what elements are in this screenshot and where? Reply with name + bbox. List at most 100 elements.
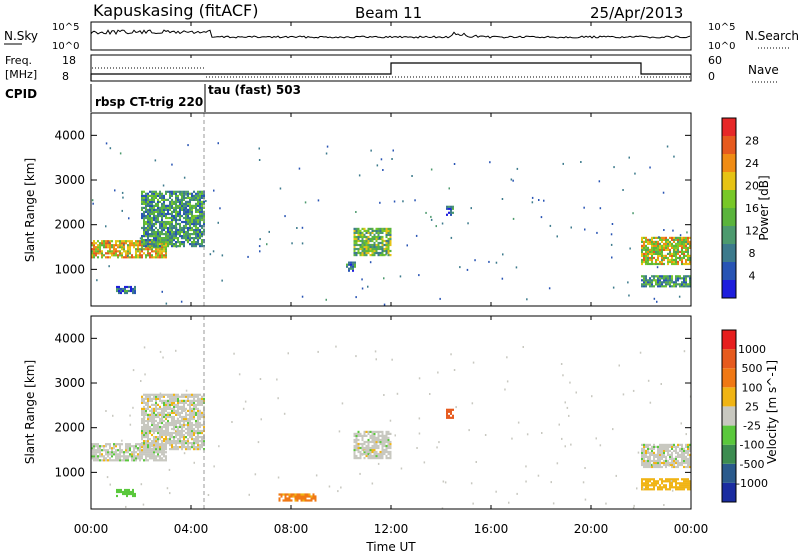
- echo-cell: [179, 436, 181, 439]
- echo-cell: [191, 206, 193, 209]
- echo-cell: [153, 206, 155, 209]
- echo-cell: [109, 453, 111, 456]
- echo-cell: [197, 214, 199, 218]
- echo-cell: [667, 275, 669, 278]
- echo-cell: [159, 459, 161, 462]
- echo-cell: [566, 406, 569, 409]
- echo-cell: [177, 200, 179, 203]
- echo-cell: [117, 254, 119, 257]
- echo-cell: [165, 425, 167, 429]
- echo-cell: [373, 247, 376, 251]
- echo-cell: [173, 210, 175, 213]
- echo-cell: [375, 436, 378, 439]
- echo-cell: [91, 445, 93, 448]
- echo-cell: [377, 245, 380, 249]
- echo-cell: [168, 468, 171, 471]
- echo-cell: [649, 478, 651, 481]
- echo-cell: [179, 206, 181, 209]
- echo-cell: [657, 244, 659, 247]
- echo-cell: [131, 459, 133, 462]
- echo-cell: [673, 478, 675, 481]
- echo-cell: [137, 244, 139, 247]
- echo-cell: [141, 449, 143, 452]
- echo-cell: [119, 250, 121, 253]
- echo-cell: [679, 254, 681, 257]
- echo-cell: [367, 243, 370, 247]
- echo-cell: [361, 436, 364, 439]
- echo-cell: [379, 237, 382, 241]
- echo-cell: [183, 245, 185, 248]
- echo-cell: [169, 220, 171, 224]
- echo-cell: [116, 488, 118, 492]
- echo-cell: [183, 393, 185, 396]
- echo-cell: [665, 488, 667, 491]
- echo-cell: [165, 224, 167, 228]
- echo-cell: [165, 256, 167, 259]
- echo-cell: [383, 277, 385, 280]
- echo-cell: [377, 457, 380, 460]
- echo-cell: [167, 228, 169, 232]
- echo-cell: [134, 494, 136, 498]
- colorbar-tick-label: 8: [749, 247, 756, 260]
- echo-cell: [133, 449, 135, 452]
- echo-cell: [373, 237, 376, 241]
- echo-cell: [141, 397, 143, 400]
- echo-cell: [377, 462, 380, 465]
- echo-cell: [663, 461, 665, 465]
- echo-cell: [512, 217, 515, 220]
- echo-cell: [121, 439, 123, 442]
- echo-cell: [197, 237, 199, 240]
- echo-cell: [169, 421, 171, 425]
- freq-label-1: Freq.: [5, 54, 32, 67]
- echo-cell: [195, 220, 197, 224]
- echo-cell: [371, 249, 374, 253]
- echo-cell: [377, 237, 380, 241]
- echo-cell: [193, 393, 195, 396]
- echo-cell: [183, 425, 185, 429]
- echo-cell: [147, 250, 149, 253]
- echo-cell: [187, 216, 189, 220]
- echo-cell: [157, 446, 159, 449]
- echo-cell: [103, 455, 105, 458]
- echo-cell: [95, 254, 97, 257]
- echo-cell: [175, 436, 177, 439]
- echo-cell: [379, 201, 381, 204]
- echo-cell: [135, 250, 137, 253]
- echo-cell: [147, 446, 149, 449]
- echo-cell: [155, 241, 157, 244]
- echo-cell: [191, 444, 193, 447]
- echo-cell: [375, 358, 377, 361]
- echo-cell: [132, 494, 134, 498]
- echo-cell: [675, 252, 677, 255]
- echo-cell: [610, 233, 613, 236]
- echo-cell: [173, 403, 175, 406]
- echo-cell: [195, 192, 197, 195]
- echo-cell: [657, 457, 659, 460]
- echo-cell: [385, 446, 388, 450]
- echo-cell: [437, 371, 439, 374]
- echo-cell: [175, 218, 177, 222]
- echo-cell: [169, 405, 171, 408]
- echo-cell: [123, 248, 125, 251]
- echo-cell: [203, 417, 205, 421]
- echo-cell: [169, 196, 171, 199]
- echo-cell: [689, 283, 691, 286]
- echo-cell: [161, 230, 163, 234]
- echo-cell: [179, 241, 181, 244]
- echo-cell: [647, 447, 649, 450]
- echo-cell: [179, 413, 181, 416]
- echo-cell: [116, 494, 118, 498]
- echo-cell: [179, 235, 181, 238]
- echo-cell: [111, 246, 113, 249]
- echo-cell: [133, 453, 135, 456]
- echo-cell: [381, 245, 384, 249]
- echo-cell: [645, 480, 647, 483]
- echo-cell: [195, 425, 197, 429]
- echo-cell: [99, 459, 101, 462]
- echo-cell: [659, 279, 661, 282]
- echo-cell: [124, 285, 126, 289]
- echo-cell: [663, 256, 665, 260]
- echo-cell: [145, 214, 147, 218]
- echo-cell: [147, 222, 149, 226]
- echo-cell: [373, 235, 376, 239]
